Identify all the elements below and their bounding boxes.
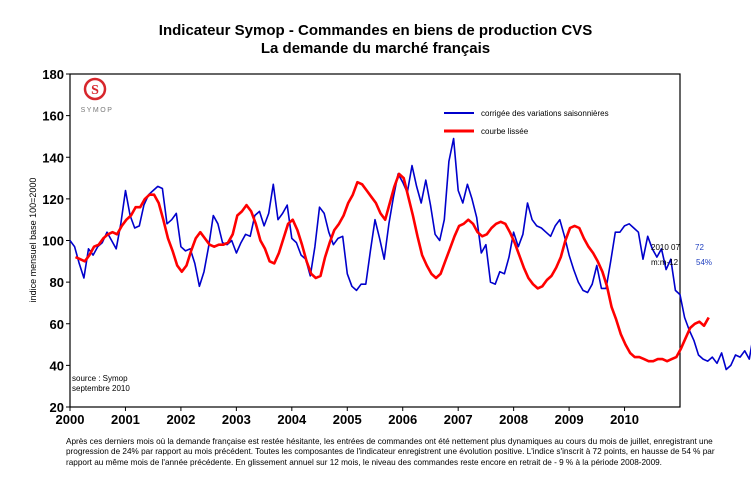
x-tick-label: 2006 [388,412,417,427]
x-tick-label: 2000 [56,412,85,427]
x-tick-label: 2005 [333,412,362,427]
series-line-smoothed [74,172,710,363]
legend: corrigée des variations saisonnières cou… [444,109,609,136]
symop-logo: S SYMOP [81,77,114,114]
y-tick-label: 100 [42,234,64,249]
y-tick-label: 120 [42,192,64,207]
y-tick-label: 140 [42,150,64,165]
legend-label-cvs: corrigée des variations saisonnières [481,109,609,118]
y-tick-label: 80 [50,275,64,290]
x-tick-label: 2009 [555,412,584,427]
y-tick-label: 180 [42,67,64,82]
chart-subtitle: La demande du marché français [260,40,491,57]
plot-frame [69,73,681,408]
x-tick-label: 2002 [166,412,195,427]
stat-label-month: 2010 07 [651,243,680,252]
caption-text: Après ces derniers mois où la demande fr… [66,437,715,467]
x-tick-label: 2008 [499,412,528,427]
svg-text:S: S [91,83,99,98]
stat-label-yoy: m:m-12 [651,258,679,267]
stat-value-yoy: 54% [696,258,712,267]
source-note-line1: source : Symop [72,374,128,383]
x-tick-label: 2001 [111,412,140,427]
series-line-cvs [69,137,751,371]
y-axis-label: indice mensuel base 100=2000 [28,178,38,303]
y-tick-label: 40 [50,358,64,373]
stat-value-index: 72 [695,243,704,252]
x-tick-label: 2007 [444,412,473,427]
legend-label-smooth: courbe lissée [481,127,529,136]
x-tick-label: 2010 [610,412,639,427]
x-tick-label: 2004 [277,412,307,427]
chart-title: Indicateur Symop - Commandes en biens de… [158,22,593,39]
y-tick-label: 20 [50,400,64,415]
source-note-line2: septembre 2010 [72,384,130,393]
x-tick-label: 2003 [222,412,251,427]
logo-text: SYMOP [81,107,114,114]
y-tick-label: 160 [42,109,64,124]
y-tick-label: 60 [50,317,64,332]
